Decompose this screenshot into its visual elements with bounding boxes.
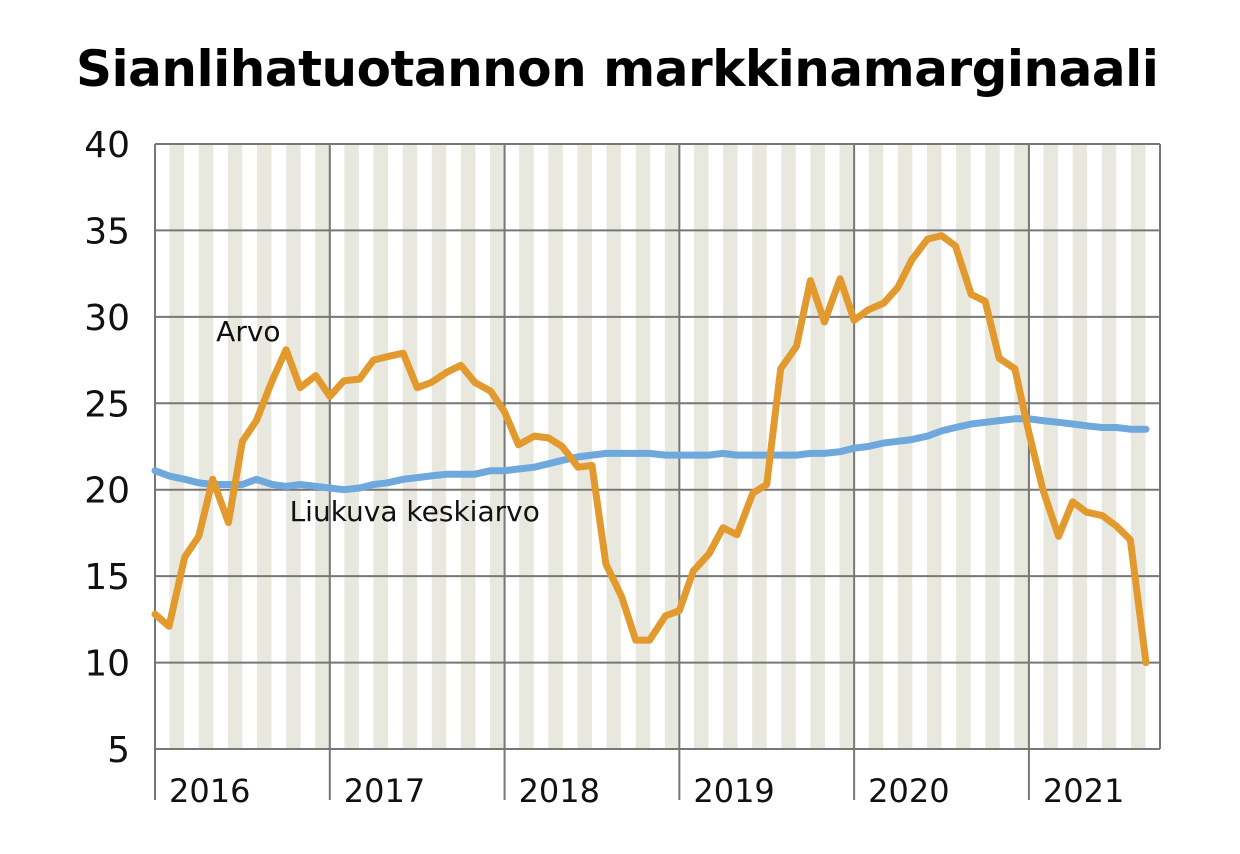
x-tick-label: 2018 [519, 772, 600, 810]
series-labels: Arvo Liukuva keskiarvo [216, 315, 540, 528]
month-band [781, 144, 796, 749]
month-band [373, 144, 389, 749]
month-band [460, 144, 476, 749]
month-band [810, 144, 825, 749]
y-tick-label: 40 [84, 125, 130, 166]
x-tick-label: 2020 [868, 772, 949, 810]
x-tick-label: 2021 [1043, 772, 1124, 810]
month-band [577, 144, 592, 749]
month-band [606, 144, 622, 749]
month-band [344, 144, 359, 749]
chart-title: Sianlihatuotannon markkinamarginaali [76, 40, 1159, 98]
x-tick-label: 2016 [169, 772, 250, 810]
y-tick-label: 30 [84, 298, 130, 339]
month-band [752, 144, 767, 749]
y-tick-label: 20 [84, 471, 130, 512]
month-band [1072, 144, 1088, 749]
label-liukuva-keskiarvo: Liukuva keskiarvo [290, 495, 540, 528]
y-tick-label: 25 [84, 384, 130, 425]
x-axis-ticks: 2016 2017 2018 2019 2020 2021 [169, 772, 1124, 810]
month-band [956, 144, 971, 749]
month-band [286, 144, 301, 749]
month-band [1043, 144, 1059, 749]
series-line-arvo [151, 232, 1150, 667]
month-band [1014, 144, 1029, 749]
month-band [664, 144, 680, 749]
month-band [431, 144, 447, 749]
month-band [693, 144, 709, 749]
month-band [985, 144, 1000, 749]
x-tick-label: 2019 [693, 772, 774, 810]
x-tick-label: 2017 [344, 772, 425, 810]
month-band [227, 144, 243, 749]
month-band [635, 144, 651, 749]
month-band [519, 144, 534, 749]
month-band [402, 144, 418, 749]
series-line-liukuva-keskiarvo [151, 415, 1150, 494]
month-band [169, 144, 185, 749]
month-band [897, 144, 913, 749]
month-band [315, 144, 330, 749]
label-arvo: Arvo [216, 315, 280, 348]
y-tick-label: 15 [84, 557, 130, 598]
month-bands [169, 144, 1146, 749]
gridlines [154, 143, 1161, 800]
y-tick-label: 5 [107, 730, 130, 771]
series-lines [151, 232, 1150, 667]
y-tick-label: 10 [84, 644, 130, 685]
y-tick-label: 35 [84, 211, 130, 252]
month-band [256, 144, 272, 749]
month-band [198, 144, 214, 749]
y-axis-ticks: 5 10 15 20 25 30 35 40 [84, 125, 130, 771]
month-band [926, 144, 942, 749]
month-band [723, 144, 738, 749]
month-band [490, 144, 505, 749]
month-band [1101, 144, 1117, 749]
month-band [548, 144, 563, 749]
